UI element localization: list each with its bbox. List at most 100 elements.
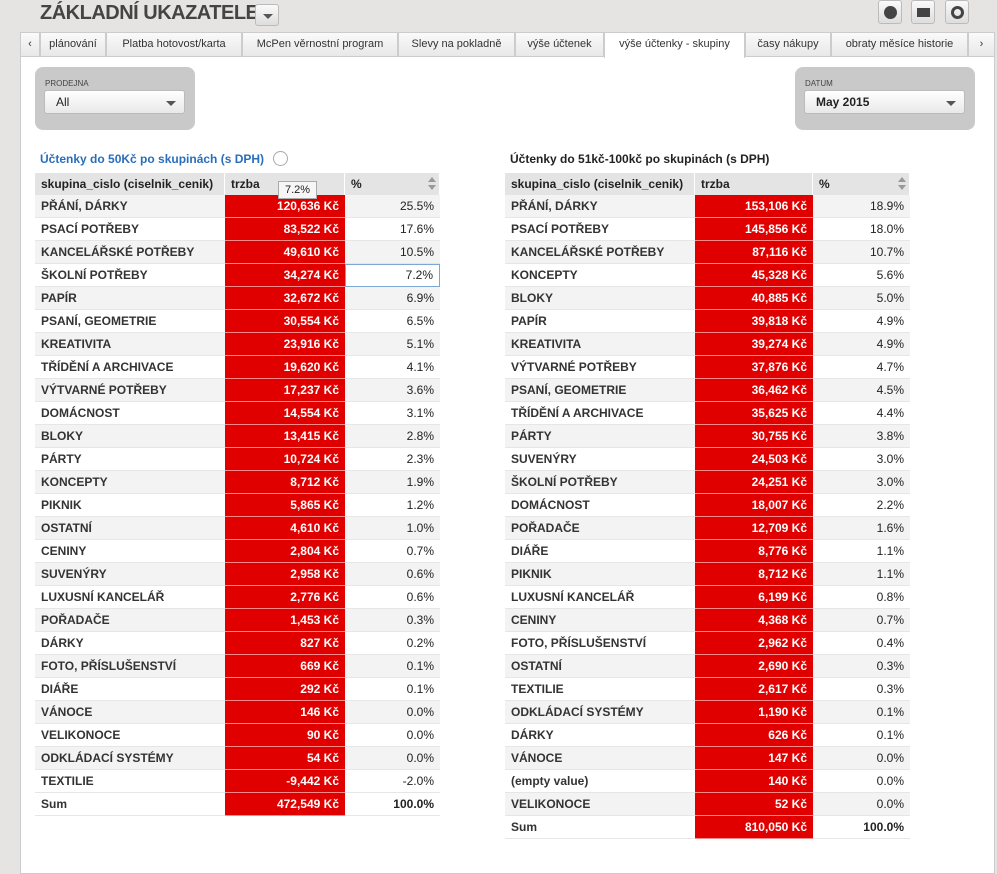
tab[interactable]: McPen věrnostní program (242, 32, 398, 56)
percent-cell: 0.0% (406, 751, 434, 765)
group-name: TEXTILIE (511, 682, 564, 696)
group-name: KONCEPTY (41, 475, 108, 489)
percent-cell: 0.7% (406, 544, 434, 558)
title-dropdown[interactable] (273, 151, 288, 166)
group-name: OSTATNÍ (41, 521, 92, 535)
revenue-cell: 5,865 Kč (225, 494, 345, 517)
column-header[interactable]: % (345, 173, 440, 195)
group-name: CENINY (41, 544, 87, 558)
tab[interactable]: časy nákupy (745, 32, 831, 56)
group-name: (empty value) (511, 774, 589, 788)
column-header[interactable]: % (813, 173, 910, 195)
percent-cell: 100.0% (863, 820, 904, 834)
revenue-cell: 2,804 Kč (225, 540, 345, 563)
revenue-cell: 145,856 Kč (695, 218, 813, 241)
percent-cell: 0.1% (876, 705, 904, 719)
print-button[interactable] (911, 0, 935, 24)
title-menu-button[interactable] (255, 4, 279, 26)
percent-cell: 17.6% (399, 222, 434, 236)
group-name: TEXTILIE (41, 774, 94, 788)
group-name: KREATIVITA (41, 337, 112, 351)
table-title: Účtenky do 51kč-100kč po skupinách (s DP… (510, 152, 770, 166)
revenue-cell: 30,755 Kč (695, 425, 813, 448)
tab[interactable]: obraty měsíce historie (831, 32, 968, 56)
sort-icon (428, 177, 436, 182)
revenue-cell: 39,818 Kč (695, 310, 813, 333)
revenue-cell: 19,620 Kč (225, 356, 345, 379)
percent-cell: 5.1% (406, 337, 434, 351)
percent-cell: 0.4% (876, 636, 904, 650)
percent-cell: 5.6% (876, 268, 904, 282)
percent-cell: 3.6% (406, 383, 434, 397)
group-name: PŘÁNÍ, DÁRKY (511, 199, 598, 213)
percent-cell: 100.0% (393, 797, 434, 811)
revenue-cell: 39,274 Kč (695, 333, 813, 356)
column-header[interactable]: skupina_cislo (ciselnik_cenik) (505, 173, 695, 195)
percent-cell: 4.1% (406, 360, 434, 374)
store-select[interactable]: All (44, 90, 185, 114)
group-name: VÝTVARNÉ POTŘEBY (41, 383, 167, 397)
revenue-cell: 4,368 Kč (695, 609, 813, 632)
percent-cell: 0.0% (876, 751, 904, 765)
tab[interactable]: výše účtenky - skupiny (604, 32, 745, 58)
select-value: All (56, 95, 70, 109)
page-title: ZÁKLADNÍ UKAZATELE (40, 2, 259, 24)
revenue-cell: 36,462 Kč (695, 379, 813, 402)
percent-cell: 0.3% (406, 613, 434, 627)
tab[interactable]: Platba hotovost/karta (106, 32, 242, 56)
revenue-cell: 30,554 Kč (225, 310, 345, 333)
column-header[interactable]: trzba (695, 173, 813, 195)
revenue-cell: 23,916 Kč (225, 333, 345, 356)
group-name: VÁNOCE (41, 705, 93, 719)
date-select[interactable]: May 2015 (804, 90, 965, 114)
percent-cell: 0.1% (406, 682, 434, 696)
percent-cell: 0.6% (406, 590, 434, 604)
revenue-cell: 140 Kč (695, 770, 813, 793)
revenue-cell: 292 Kč (225, 678, 345, 701)
group-name: PŘÁNÍ, DÁRKY (41, 199, 128, 213)
percent-cell: 18.9% (869, 199, 904, 213)
sum-label: Sum (41, 797, 68, 811)
group-name: PSACÍ POTŘEBY (41, 222, 140, 236)
group-name: PAPÍR (511, 314, 547, 328)
group-name: VÝTVARNÉ POTŘEBY (511, 360, 637, 374)
group-name: POŘADAČE (511, 521, 580, 535)
group-name: PÁRTY (511, 429, 552, 443)
percent-cell: 1.6% (876, 521, 904, 535)
group-name: DÁRKY (41, 636, 84, 650)
percent-cell: 0.3% (876, 659, 904, 673)
revenue-cell: 8,712 Kč (225, 471, 345, 494)
percent-cell: 3.1% (406, 406, 434, 420)
percent-cell: 6.9% (406, 291, 434, 305)
tab-scroll-right[interactable]: › (968, 32, 995, 56)
column-header[interactable]: skupina_cislo (ciselnik_cenik) (35, 173, 225, 195)
percent-cell: 1.1% (876, 544, 904, 558)
tab-scroll-left[interactable]: ‹ (20, 32, 40, 56)
group-name: ŠKOLNÍ POTŘEBY (511, 475, 618, 489)
group-name: VELIKONOCE (41, 728, 121, 742)
revenue-cell: 626 Kč (695, 724, 813, 747)
sort-icon (898, 177, 906, 182)
revenue-cell: 24,503 Kč (695, 448, 813, 471)
percent-cell: 2.2% (876, 498, 904, 512)
group-name: KANCELÁŘSKÉ POTŘEBY (41, 245, 195, 259)
group-name: VÁNOCE (511, 751, 563, 765)
group-name: PIKNIK (41, 498, 82, 512)
tab[interactable]: plánování (40, 32, 106, 56)
percent-cell: 0.1% (406, 659, 434, 673)
group-name: OSTATNÍ (511, 659, 562, 673)
percent-cell: 0.2% (406, 636, 434, 650)
percent-cell: 10.5% (399, 245, 434, 259)
percent-cell: 2.8% (406, 429, 434, 443)
revenue-cell: 4,610 Kč (225, 517, 345, 540)
revenue-cell: 1,453 Kč (225, 609, 345, 632)
percent-cell: 4.4% (876, 406, 904, 420)
group-name: BLOKY (511, 291, 553, 305)
tab[interactable]: Slevy na pokladně (398, 32, 515, 56)
revenue-cell: 17,237 Kč (225, 379, 345, 402)
settings-button[interactable] (945, 0, 969, 24)
schedule-button[interactable] (878, 0, 902, 24)
percent-cell[interactable]: 7.2% (345, 264, 440, 287)
group-name: ODKLÁDACÍ SYSTÉMY (41, 751, 174, 765)
tab[interactable]: výše účtenek (515, 32, 604, 56)
